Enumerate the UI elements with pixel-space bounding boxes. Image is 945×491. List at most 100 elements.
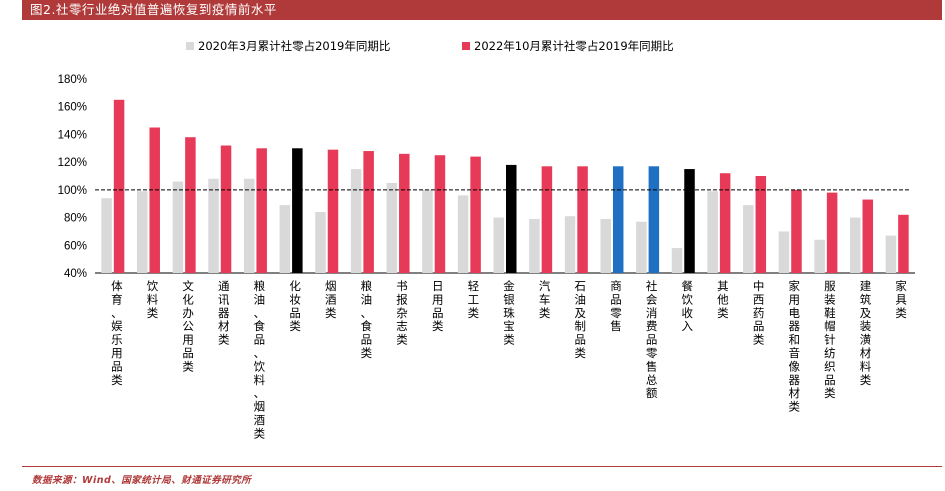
figure-title: 图2.社零行业绝对值普遍恢复到疫情前水平 [22, 0, 942, 20]
category-group [636, 166, 660, 273]
category-group [529, 166, 553, 273]
bar-2020 [814, 239, 825, 273]
category-group [885, 214, 909, 273]
bar-2020 [101, 198, 112, 273]
category-group [208, 145, 232, 273]
bar-2020 [279, 205, 291, 273]
bar-2022 [684, 169, 695, 273]
x-tick-label: 家用电器和音像器材类 [788, 279, 800, 414]
bar-2020 [172, 181, 184, 273]
bar-2020 [386, 182, 398, 273]
x-tick-label: 汽车类 [539, 279, 551, 320]
y-tick-label: 80% [64, 213, 87, 225]
bar-2022 [470, 156, 481, 273]
x-tick-label: 餐饮收入 [682, 279, 694, 333]
legend-label: 2020年3月累计社零占2019年同期比 [198, 39, 390, 53]
bar-2020 [778, 231, 790, 273]
bar-2022 [327, 149, 339, 273]
x-tick-label: 家具类 [895, 279, 907, 320]
x-tick-label: 化妆品类 [289, 279, 301, 333]
x-tick-label: 日用品类 [432, 279, 444, 333]
bar-2020 [493, 217, 504, 273]
bar-2022 [149, 127, 160, 273]
category-group [172, 137, 196, 273]
category-group [350, 151, 374, 273]
x-tick-label: 建筑及装潢材料类 [860, 279, 872, 387]
bar-2022 [719, 173, 731, 273]
bar-2022 [612, 166, 624, 273]
category-group [778, 189, 802, 273]
x-tick-label: 饮料类 [147, 279, 159, 320]
footer-divider [22, 466, 942, 467]
legend-swatch [462, 42, 470, 50]
bar-2022 [791, 189, 802, 273]
y-tick-label: 140% [58, 129, 87, 141]
y-tick-label: 120% [58, 157, 87, 169]
category-group [671, 169, 695, 273]
bar-2020 [600, 218, 611, 273]
bar-2022 [256, 148, 267, 273]
category-group [136, 127, 160, 273]
category-group [600, 166, 624, 273]
source-note: 数据来源：Wind、国家统计局、财通证券研究所 [32, 475, 252, 486]
bar-2020 [850, 217, 861, 273]
bar-2020 [350, 169, 362, 273]
bar-2020 [743, 205, 754, 273]
bar-2020 [243, 178, 255, 273]
y-tick-label: 160% [58, 102, 87, 114]
category-group [457, 156, 481, 273]
bar-2022 [363, 151, 374, 273]
x-tick-label: 粮油、食品、饮料、烟酒类 [254, 279, 266, 440]
bar-2022 [577, 166, 588, 273]
legend: 2020年3月累计社零占2019年同期比 2022年10月累计社零占2019年同期… [186, 39, 674, 53]
bar-2020 [208, 178, 219, 273]
x-tick-label: 社会消费品零售总额 [646, 279, 658, 400]
y-tick-label: 100% [58, 185, 87, 197]
bar-2022 [220, 145, 232, 273]
bar-2020 [636, 221, 647, 273]
bar-2020 [707, 191, 718, 273]
y-tick-label: 60% [64, 240, 87, 252]
bar-2022 [185, 137, 196, 273]
y-tick-label: 40% [64, 268, 87, 280]
bar-2022 [434, 155, 446, 273]
x-axis-labels: 体育、娱乐用品类 饮料类 文化办公用品类 通讯器材类 粮油、食品、饮料、烟酒类 化妆品类 烟… [111, 279, 907, 440]
bar-2022 [399, 153, 410, 273]
bar-2020 [529, 218, 540, 273]
category-group [814, 192, 838, 273]
x-tick-label: 通讯器材类 [218, 279, 230, 347]
bar-2022 [648, 166, 660, 273]
y-tick-label: 180% [58, 74, 87, 86]
bar-2022 [862, 199, 874, 273]
bar-2020 [136, 191, 148, 273]
x-tick-label: 轻工类 [468, 279, 480, 320]
x-tick-label: 商品零售 [610, 279, 622, 333]
x-tick-label: 中西药品类 [753, 279, 765, 347]
bar-2020 [564, 216, 576, 273]
x-tick-label: 服装鞋帽针纺织品类 [824, 279, 836, 400]
bar-2020 [885, 235, 897, 273]
bar-2022 [755, 176, 767, 273]
category-group [493, 164, 517, 273]
bar-2022 [292, 148, 303, 273]
bar-2020 [671, 248, 683, 273]
x-tick-label: 烟酒类 [325, 279, 337, 320]
bar-2020 [422, 189, 433, 273]
bar-2022 [506, 164, 517, 273]
category-group [101, 99, 125, 274]
bars [101, 99, 909, 274]
legend-swatch [186, 42, 194, 50]
category-group [386, 153, 410, 273]
x-tick-label: 书报杂志类 [396, 279, 408, 347]
x-tick-label: 金银珠宝类 [503, 279, 515, 347]
category-group [315, 149, 339, 273]
category-group [743, 176, 767, 273]
x-tick-label: 粮油、食品类 [361, 279, 373, 360]
legend-label: 2022年10月累计社零占2019年同期比 [474, 39, 674, 53]
x-tick-label: 石油及制品类 [575, 279, 587, 360]
bar-2022 [898, 214, 909, 273]
bar-2020 [315, 212, 326, 273]
x-tick-label: 其他类 [717, 279, 729, 320]
category-group [279, 148, 303, 273]
